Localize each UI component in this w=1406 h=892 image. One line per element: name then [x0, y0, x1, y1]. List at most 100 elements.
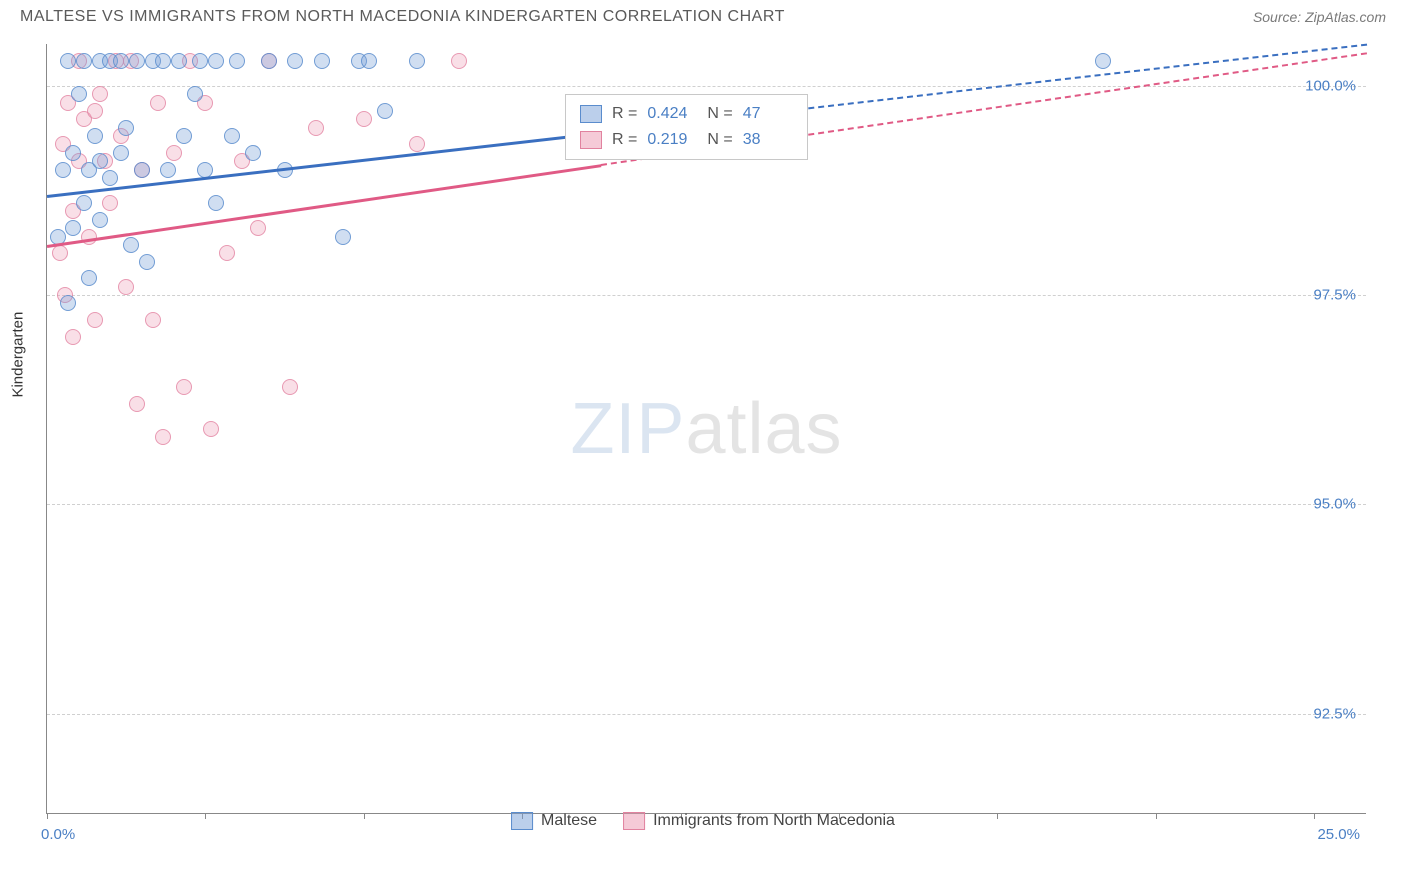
gridline — [47, 714, 1366, 715]
scatter-point — [65, 220, 81, 236]
scatter-point — [52, 245, 68, 261]
watermark-zip: ZIP — [570, 389, 685, 469]
scatter-point — [76, 195, 92, 211]
chart-title: MALTESE VS IMMIGRANTS FROM NORTH MACEDON… — [20, 8, 785, 26]
ytick-label: 97.5% — [1313, 287, 1356, 304]
chart-container: Kindergarten ZIPatlas 92.5% 95.0% 97.5% 100… — [0, 32, 1406, 832]
gridline — [47, 86, 1366, 87]
scatter-point — [71, 86, 87, 102]
scatter-point — [65, 329, 81, 345]
legend-swatch — [580, 105, 602, 123]
scatter-point — [134, 162, 150, 178]
legend-item: Maltese — [511, 812, 597, 830]
scatter-point — [203, 421, 219, 437]
n-value: 38 — [743, 127, 793, 153]
scatter-point — [92, 86, 108, 102]
legend-row: R =0.424N =47 — [580, 101, 793, 127]
scatter-point — [55, 162, 71, 178]
scatter-point — [356, 111, 372, 127]
xtick — [47, 813, 48, 819]
scatter-point — [208, 53, 224, 69]
legend-row: R = 0.219 N = 38 — [580, 127, 793, 153]
scatter-point — [81, 270, 97, 286]
scatter-point — [60, 295, 76, 311]
legend-swatch — [511, 812, 533, 830]
xtick — [364, 813, 365, 819]
scatter-point — [166, 145, 182, 161]
watermark: ZIPatlas — [570, 388, 842, 470]
legend-label: Maltese — [541, 812, 597, 830]
scatter-point — [176, 128, 192, 144]
scatter-point — [60, 53, 76, 69]
regression-line — [47, 164, 602, 247]
xtick-label-left: 0.0% — [41, 826, 75, 843]
legend-label: Immigrants from North Macedonia — [653, 812, 895, 830]
scatter-point — [176, 379, 192, 395]
chart-header: MALTESE VS IMMIGRANTS FROM NORTH MACEDON… — [0, 0, 1406, 32]
r-label: R = — [612, 127, 637, 153]
ytick-label: 92.5% — [1313, 705, 1356, 722]
scatter-point — [261, 53, 277, 69]
series-legend: Maltese Immigrants from North Macedonia — [511, 812, 895, 830]
n-value: 47 — [743, 101, 793, 127]
scatter-point — [87, 312, 103, 328]
scatter-point — [250, 220, 266, 236]
scatter-point — [224, 128, 240, 144]
r-value: 0.424 — [647, 101, 697, 127]
scatter-point — [409, 53, 425, 69]
scatter-point — [129, 53, 145, 69]
legend-item: Immigrants from North Macedonia — [623, 812, 895, 830]
scatter-point — [139, 254, 155, 270]
scatter-point — [282, 379, 298, 395]
scatter-point — [160, 162, 176, 178]
scatter-point — [409, 136, 425, 152]
xtick-label-right: 25.0% — [1317, 826, 1360, 843]
scatter-point — [287, 53, 303, 69]
scatter-point — [92, 212, 108, 228]
scatter-point — [361, 53, 377, 69]
scatter-point — [113, 145, 129, 161]
xtick — [997, 813, 998, 819]
y-axis-label: Kindergarten — [10, 312, 27, 398]
scatter-point — [208, 195, 224, 211]
scatter-point — [145, 312, 161, 328]
scatter-point — [197, 162, 213, 178]
scatter-point — [150, 95, 166, 111]
scatter-point — [1095, 53, 1111, 69]
ytick-label: 100.0% — [1305, 77, 1356, 94]
scatter-point — [377, 103, 393, 119]
scatter-point — [102, 170, 118, 186]
scatter-point — [187, 86, 203, 102]
xtick — [1156, 813, 1157, 819]
regression-line — [47, 131, 602, 197]
xtick — [1314, 813, 1315, 819]
scatter-point — [192, 53, 208, 69]
scatter-point — [87, 128, 103, 144]
scatter-point — [314, 53, 330, 69]
scatter-point — [118, 120, 134, 136]
scatter-point — [76, 53, 92, 69]
scatter-point — [92, 153, 108, 169]
legend-swatch — [623, 812, 645, 830]
scatter-point — [335, 229, 351, 245]
scatter-point — [129, 396, 145, 412]
n-label: N = — [707, 127, 732, 153]
scatter-point — [171, 53, 187, 69]
scatter-point — [102, 195, 118, 211]
r-value: 0.219 — [647, 127, 697, 153]
scatter-point — [245, 145, 261, 161]
scatter-point — [65, 145, 81, 161]
watermark-atlas: atlas — [685, 389, 842, 469]
n-label: N = — [707, 101, 732, 127]
scatter-point — [123, 237, 139, 253]
gridline — [47, 295, 1366, 296]
legend-swatch — [580, 131, 602, 149]
scatter-point — [308, 120, 324, 136]
scatter-point — [451, 53, 467, 69]
scatter-point — [219, 245, 235, 261]
ytick-label: 95.0% — [1313, 496, 1356, 513]
correlation-legend: R = 0.424 N = 47R = 0.219 N = 38 — [565, 94, 808, 160]
scatter-point — [155, 53, 171, 69]
scatter-point — [118, 279, 134, 295]
scatter-point — [113, 53, 129, 69]
